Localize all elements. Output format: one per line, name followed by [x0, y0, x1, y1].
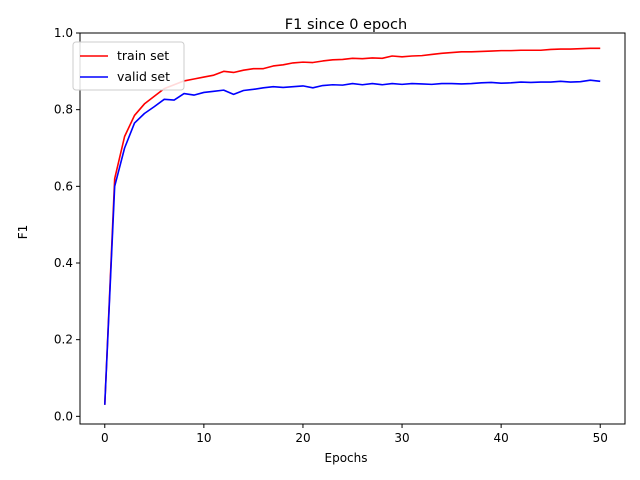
- series-line-valid-set: [103, 79, 601, 405]
- x-tick-label: 40: [493, 431, 508, 445]
- legend: train set valid set: [72, 41, 185, 91]
- ticks-layer: 0 10 20 30 40 50 0.0 0.2 0.4 0.6 0.8 1.0: [54, 26, 608, 445]
- x-tick-label: 50: [593, 431, 608, 445]
- x-tick-label: 20: [295, 431, 310, 445]
- y-tick-label: 0.6: [54, 179, 73, 193]
- y-tick-label: 1.0: [54, 26, 73, 40]
- y-tick-label: 0.4: [54, 256, 73, 270]
- legend-label-valid: valid set: [117, 69, 170, 84]
- x-tick-label: 10: [196, 431, 211, 445]
- legend-label-train: train set: [117, 48, 169, 63]
- plot-frame: [79, 32, 626, 425]
- y-axis-label: F1: [16, 225, 30, 240]
- series-line-train-set: [103, 47, 601, 405]
- x-axis-label: Epochs: [325, 451, 368, 465]
- y-tick-label: 0.2: [54, 333, 73, 347]
- plot-area: [80, 33, 625, 424]
- x-tick-label: 30: [394, 431, 409, 445]
- legend-box: [72, 41, 185, 91]
- y-tick-label: 0.0: [54, 409, 73, 423]
- chart-title: F1 since 0 epoch: [285, 17, 407, 33]
- y-tick-label: 0.8: [54, 103, 73, 117]
- x-tick-label: 0: [101, 431, 109, 445]
- series-layer: [103, 47, 601, 405]
